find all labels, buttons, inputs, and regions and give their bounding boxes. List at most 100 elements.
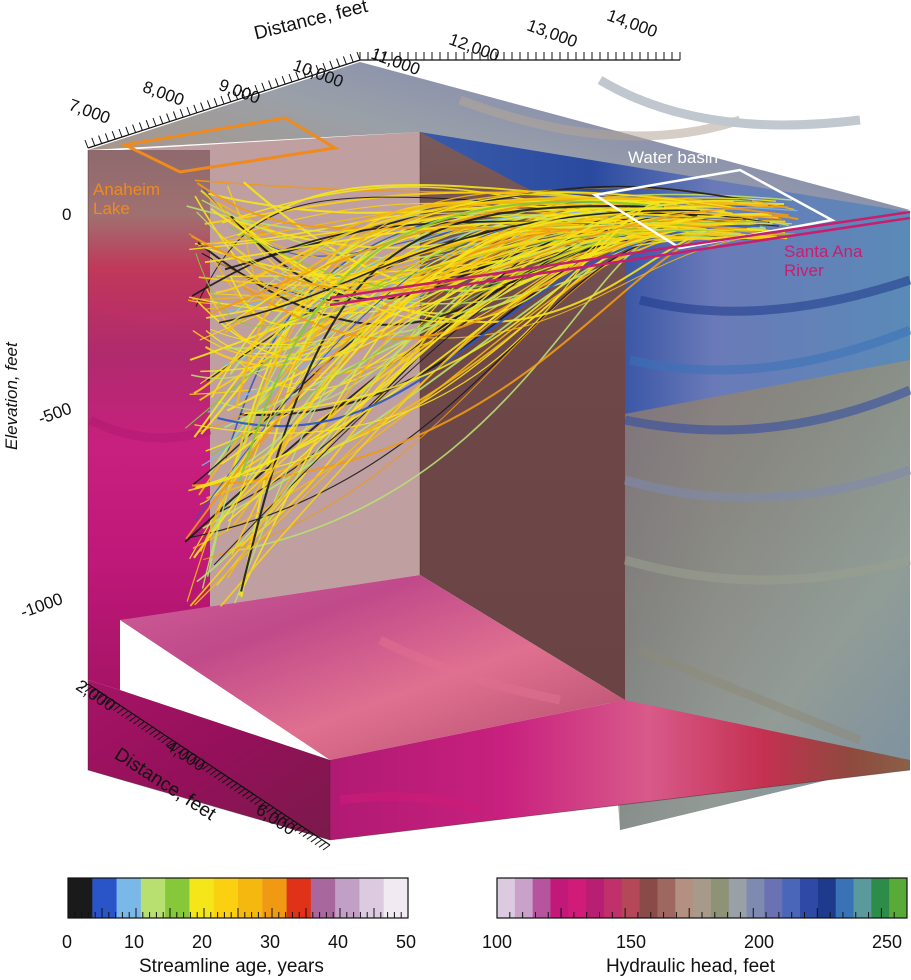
top-axis-tick [206,100,211,109]
head-colorbar-swatch [764,878,783,918]
top-axis-tick [186,106,191,116]
age-colorbar-swatch [286,878,312,918]
top-axis-tick [104,133,109,142]
front-axis-tick [254,798,262,805]
head-colorbar-swatch [746,878,765,918]
top-axis-tick [302,69,307,78]
anaheim-lake-label: Anaheim Lake [93,180,161,218]
top-axis-ticks [84,51,681,149]
left-tick-0: 0 [62,205,72,224]
streamline [244,200,677,415]
front-axis-tick [173,745,182,752]
head-colorbar-swatch [532,878,551,918]
front-axis-tick [84,686,93,693]
head-colorbar-swatch [728,878,748,918]
front-axis-tick [286,820,294,827]
head-tick-150: 150 [616,932,647,952]
age-colorbar-swatch [116,878,142,918]
front-axis-tick [221,777,230,784]
top-axis-tick [315,65,320,74]
front-axis-tick [270,809,278,816]
streamline [186,234,716,539]
front-axis-tick [100,697,109,703]
top-axis-tick [288,73,293,83]
top-axis-tick [295,71,300,80]
top-axis-tick [84,139,89,149]
age-colorbar-swatch [213,878,239,918]
front-axis-tick [197,761,206,768]
top-axis-tick [166,113,171,122]
front-axis-tick [189,756,198,762]
streamline [219,220,786,607]
age-colorbar-swatch [383,878,409,918]
top-axis-tick [138,122,143,131]
head-colorbar-swatch [835,878,855,918]
top-axis-tick [254,84,259,94]
streamline [237,184,653,237]
top-axis-tick [172,111,177,120]
front-axis-ticks [80,683,331,851]
age-tick-10: 10 [124,932,145,952]
age-colorbar-swatch [189,878,215,918]
top-axis-tick [261,82,266,91]
streamline [210,208,758,324]
front-axis-tick [80,683,89,690]
top-axis-tick [227,93,232,102]
streamline [224,197,739,334]
streamline [188,199,734,492]
anaheim-lake-outline [120,116,340,174]
head-colorbar-swatch [853,878,872,918]
front-axis-tick [169,742,178,749]
top-axis-tick [274,78,279,87]
front-axis-tick [108,702,117,709]
streamline-age-colorbar [67,877,409,919]
top-axis-tick [98,135,103,144]
streamline [192,216,743,300]
front-axis-tick [258,801,266,808]
head-colorbar-swatch [550,878,569,918]
top-axis-tick [308,67,313,76]
top-axis-tick [349,54,354,63]
head-colorbar-swatch [603,878,623,918]
streamline [232,234,782,391]
top-axis-tick [329,60,334,69]
front-axis-tick [229,782,238,789]
front-axis-tick [250,796,258,803]
head-colorbar-swatch [693,878,712,918]
left-axis-title: Elevation, feet [2,342,21,450]
front-axis-tick [318,841,327,848]
streamline [219,209,701,324]
age-tick-40: 40 [328,932,349,952]
head-colorbar-swatch [817,878,837,918]
front-axis-tick [310,836,319,843]
front-axis-tick [233,785,242,792]
front-axis-tick [185,753,194,760]
age-colorbar-title: Streamline age, years [139,956,324,977]
top-axis-tick [240,89,245,98]
front-axis-tick [209,769,218,776]
hydraulic-head-contours [87,76,911,815]
front-axis-tick [306,833,315,840]
front-axis-tick [117,707,125,714]
front-axis-tick [177,747,186,754]
santa-ana-river-label: Santa Ana River [784,242,863,280]
front-axis-tick [141,723,149,730]
head-colorbar-swatch [586,878,605,918]
block-front-left-face [88,150,210,690]
front-axis-tick [153,731,161,738]
front-axis-tick [290,823,299,829]
streamline [235,201,671,408]
head-tick-200: 200 [744,932,775,952]
front-axis-tick [88,688,97,695]
age-tick-20: 20 [192,932,213,952]
aquifer-block [87,62,911,841]
head-colorbar-swatch [497,878,516,918]
front-axis-tick [193,758,202,765]
age-colorbar-swatch [140,878,166,918]
top-axis-tick [336,58,341,67]
top-axis-tick [125,126,130,135]
front-axis-tick [238,788,246,795]
top-axis-tick [200,102,205,111]
age-colorbar-swatch [92,878,118,918]
